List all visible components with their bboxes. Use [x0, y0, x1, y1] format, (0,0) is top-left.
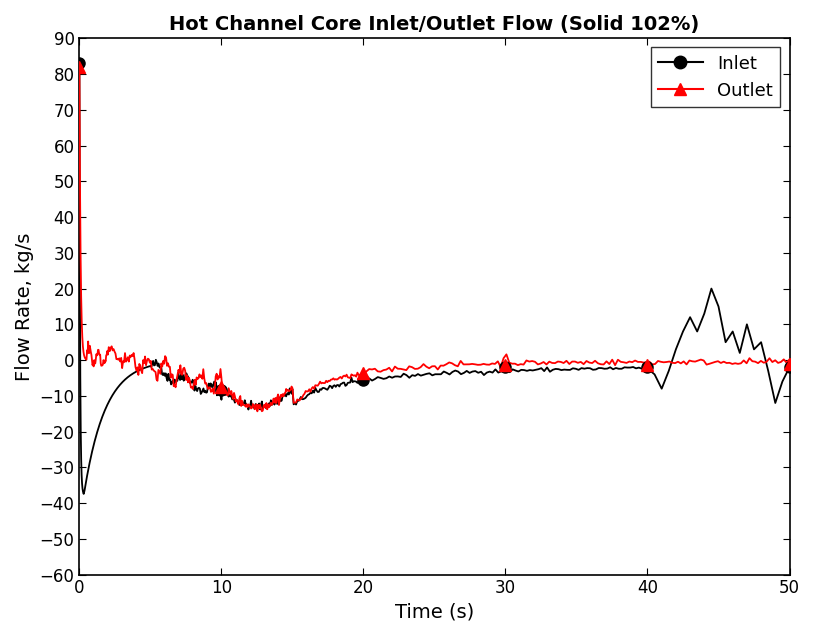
Y-axis label: Flow Rate, kg/s: Flow Rate, kg/s: [15, 233, 34, 381]
Legend: Inlet, Outlet: Inlet, Outlet: [650, 47, 781, 107]
Title: Hot Channel Core Inlet/Outlet Flow (Solid 102%): Hot Channel Core Inlet/Outlet Flow (Soli…: [170, 15, 699, 34]
X-axis label: Time (s): Time (s): [394, 603, 474, 622]
